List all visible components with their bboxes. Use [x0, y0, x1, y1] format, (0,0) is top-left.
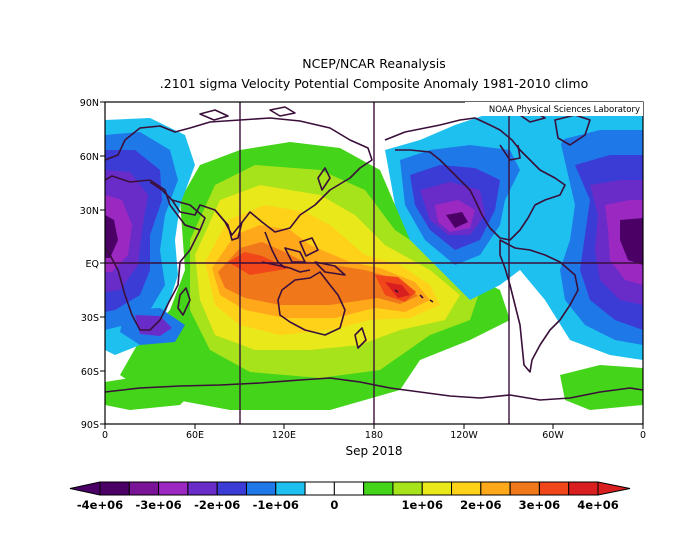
colorbar-max-arrow	[597, 481, 631, 496]
lon-label: 180	[365, 430, 383, 441]
contour-fill	[105, 108, 643, 410]
grid-lines	[105, 102, 643, 424]
colorbar-swatch	[421, 481, 453, 496]
lat-label: EQ	[86, 259, 99, 270]
colorbar-label: -4e+06	[77, 498, 123, 512]
colorbar-swatch	[304, 481, 335, 496]
colorbar-swatch	[333, 481, 365, 496]
date-label: Sep 2018	[346, 444, 403, 458]
lat-label: 60N	[80, 152, 99, 163]
colorbar-label: 1e+06	[402, 498, 443, 512]
lon-label: 60W	[542, 430, 564, 441]
lon-label: 0	[640, 430, 646, 441]
colorbar-labels: -4e+06 -3e+06 -2e+06 -1e+06 0 1e+06 2e+06 3e+06…	[77, 498, 619, 512]
colorbar-swatch	[128, 481, 160, 496]
colorbar-label: 0	[330, 498, 338, 512]
latitude-labels: 90N 60N 30N EQ 30S 60S 90S	[80, 98, 99, 431]
colorbar-min-arrow	[69, 481, 101, 496]
colorbar-swatch	[363, 481, 394, 496]
lat-label: 30N	[80, 206, 99, 217]
lat-label: 30S	[81, 313, 99, 324]
colorbar-swatch	[538, 481, 570, 496]
lat-label: 90S	[81, 420, 99, 431]
colorbar-label: 3e+06	[519, 498, 560, 512]
lon-label: 120E	[272, 430, 296, 441]
lon-label: 60E	[186, 430, 204, 441]
coast-antarctica	[105, 377, 643, 401]
colorbar-swatch	[216, 481, 247, 496]
coast-south-america	[499, 239, 579, 373]
lat-label: 60S	[81, 367, 99, 378]
colorbar-swatch	[568, 481, 599, 496]
colorbar-swatch	[245, 481, 277, 496]
coast-australia	[277, 271, 346, 336]
colorbar	[69, 481, 631, 496]
chart-subtitle: .2101 sigma Velocity Potential Composite…	[159, 76, 589, 91]
coast-africa	[105, 175, 201, 331]
coast-north-america	[384, 117, 566, 241]
longitude-labels: 0 60E 120E 180 120W 60W 0	[102, 430, 646, 441]
lon-label: 120W	[450, 430, 478, 441]
coast-eurasia	[105, 117, 373, 236]
colorbar-swatch	[99, 481, 130, 496]
colorbar-label: 2e+06	[460, 498, 501, 512]
credit-label: NOAA Physical Sciences Laboratory	[489, 105, 640, 115]
colorbar-label: -1e+06	[253, 498, 299, 512]
chart-title: NCEP/NCAR Reanalysis	[302, 56, 446, 71]
colorbar-swatch	[480, 481, 511, 496]
colorbar-label: -2e+06	[194, 498, 240, 512]
colorbar-swatch	[509, 481, 540, 496]
colorbar-swatch	[275, 481, 306, 496]
colorbar-label: -3e+06	[135, 498, 181, 512]
colorbar-swatch	[158, 481, 189, 496]
colorbar-swatch	[187, 481, 218, 496]
colorbar-label: 4e+06	[577, 498, 618, 512]
colorbar-swatch	[392, 481, 423, 496]
colorbar-swatch	[451, 481, 482, 496]
lat-label: 90N	[80, 98, 99, 109]
coastlines	[105, 106, 643, 401]
lon-label: 0	[102, 430, 108, 441]
